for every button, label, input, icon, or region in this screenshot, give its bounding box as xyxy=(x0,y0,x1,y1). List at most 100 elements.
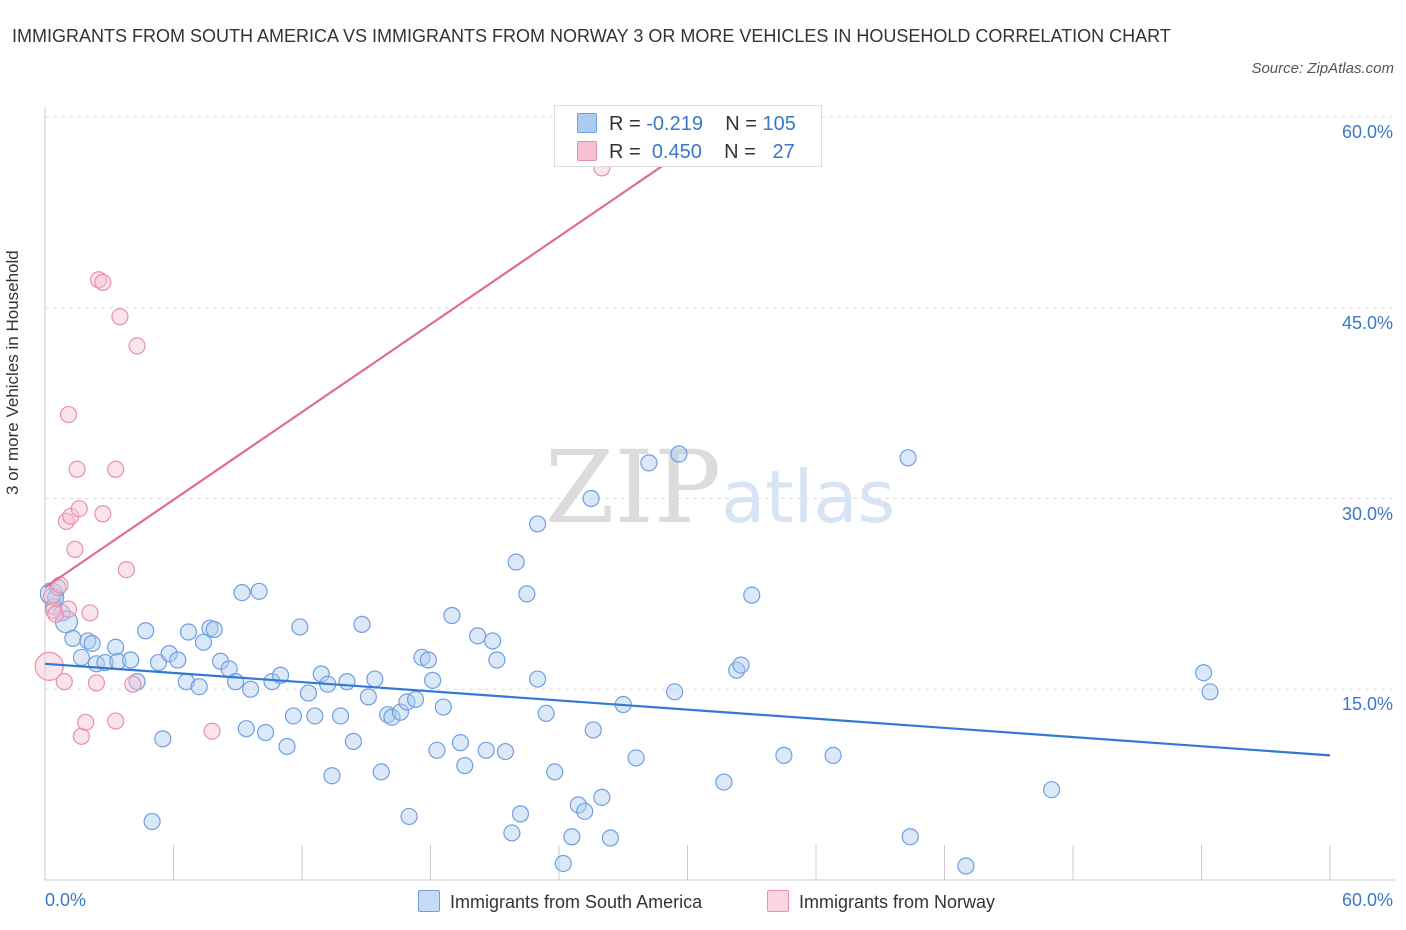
point-south-america xyxy=(107,638,125,656)
point-south-america xyxy=(576,802,594,820)
point-south-america xyxy=(899,449,917,467)
point-south-america xyxy=(160,645,178,663)
point-south-america xyxy=(194,633,213,651)
point-south-america xyxy=(451,734,470,752)
point-south-america xyxy=(237,720,255,738)
point-norway xyxy=(55,673,73,691)
point-south-america xyxy=(250,582,268,600)
point-south-america xyxy=(484,632,502,650)
point-south-america xyxy=(233,584,251,602)
point-south-america xyxy=(312,665,330,683)
point-south-america xyxy=(554,854,572,873)
point-norway xyxy=(81,604,99,622)
point-south-america xyxy=(331,707,350,725)
trendline-south-america xyxy=(44,662,1331,757)
y-axis-label: 3 or more Vehicles in Household xyxy=(3,250,22,495)
series-south-america xyxy=(39,445,1219,875)
point-south-america xyxy=(64,629,82,647)
point-south-america xyxy=(419,651,437,669)
y-tick-label: 45.0% xyxy=(1341,312,1393,333)
point-south-america xyxy=(284,707,303,725)
point-south-america xyxy=(256,723,275,742)
point-south-america xyxy=(601,829,620,847)
point-south-america xyxy=(443,606,461,625)
point-norway xyxy=(66,540,84,558)
point-norway xyxy=(42,587,61,606)
point-norway xyxy=(203,722,221,740)
trendlines xyxy=(44,147,1331,757)
legend-row-south-america: R = -0.219 N = 105 xyxy=(577,112,796,136)
point-south-america xyxy=(299,684,318,702)
point-south-america xyxy=(353,615,371,633)
legend-swatch-pink xyxy=(577,141,597,161)
point-south-america xyxy=(96,653,114,672)
point-south-america xyxy=(428,741,446,759)
point-south-america xyxy=(488,651,506,669)
point-norway xyxy=(47,605,65,623)
point-south-america xyxy=(715,773,733,791)
point-norway xyxy=(117,561,135,579)
legend-swatch-blue xyxy=(418,890,440,912)
point-south-america xyxy=(584,721,602,739)
point-norway xyxy=(72,727,91,745)
point-norway xyxy=(87,674,106,692)
legend-n-label: N = xyxy=(725,113,757,135)
legend-row-norway: R = 0.450 N = 27 xyxy=(577,140,795,164)
point-south-america xyxy=(503,824,521,842)
point-south-america xyxy=(569,796,587,814)
point-south-america xyxy=(593,788,611,806)
point-south-america xyxy=(1201,683,1219,701)
point-south-america xyxy=(469,627,487,645)
y-tick-label: 15.0% xyxy=(1341,694,1393,715)
point-south-america xyxy=(291,618,309,636)
legend-n-label: N = xyxy=(724,141,756,163)
point-south-america xyxy=(205,620,223,639)
trendline-norway xyxy=(44,147,689,589)
point-south-america xyxy=(406,690,425,709)
point-south-america xyxy=(83,634,101,653)
point-norway xyxy=(68,460,86,478)
point-norway xyxy=(70,500,88,518)
point-south-america xyxy=(518,585,536,603)
point-south-america xyxy=(732,656,750,674)
y-tick-label: 60.0% xyxy=(1341,122,1393,142)
watermark-zip: ZIP xyxy=(545,429,721,546)
point-south-america xyxy=(242,680,260,698)
legend-item-south-america[interactable]: Immigrants from South America xyxy=(418,888,702,916)
legend-r-label: R = xyxy=(609,113,641,135)
series-norway xyxy=(34,159,611,745)
point-south-america xyxy=(143,812,161,831)
series-legend: Immigrants from South America Immigrants… xyxy=(0,888,1406,916)
x-tick-label: 0.0% xyxy=(45,890,87,910)
axes xyxy=(44,107,1395,881)
point-norway xyxy=(124,675,142,693)
gridlines xyxy=(45,116,1395,690)
point-south-america xyxy=(456,756,474,775)
point-south-america xyxy=(391,703,410,721)
point-south-america xyxy=(627,749,645,767)
point-norway xyxy=(94,273,112,291)
legend-n-value: 105 xyxy=(762,113,796,135)
point-norway xyxy=(111,308,129,326)
point-south-america xyxy=(359,688,377,706)
point-south-america xyxy=(496,742,515,761)
point-south-america xyxy=(901,828,919,846)
point-south-america xyxy=(366,670,384,688)
point-south-america xyxy=(957,857,975,875)
point-south-america xyxy=(582,489,600,508)
point-south-america xyxy=(122,651,140,669)
y-tick-label: 30.0% xyxy=(1341,503,1393,524)
point-south-america xyxy=(528,670,547,688)
point-south-america xyxy=(306,707,324,725)
point-norway xyxy=(51,576,69,594)
point-south-america xyxy=(154,730,172,748)
chart-title: IMMIGRANTS FROM SOUTH AMERICA VS IMMIGRA… xyxy=(12,26,1171,46)
legend-n-value: 27 xyxy=(772,141,795,163)
legend-swatch-blue xyxy=(577,113,597,133)
point-norway xyxy=(94,505,112,523)
point-south-america xyxy=(400,807,418,826)
point-south-america xyxy=(666,683,684,701)
point-south-america xyxy=(383,708,401,726)
legend-item-norway[interactable]: Immigrants from Norway xyxy=(767,888,995,916)
